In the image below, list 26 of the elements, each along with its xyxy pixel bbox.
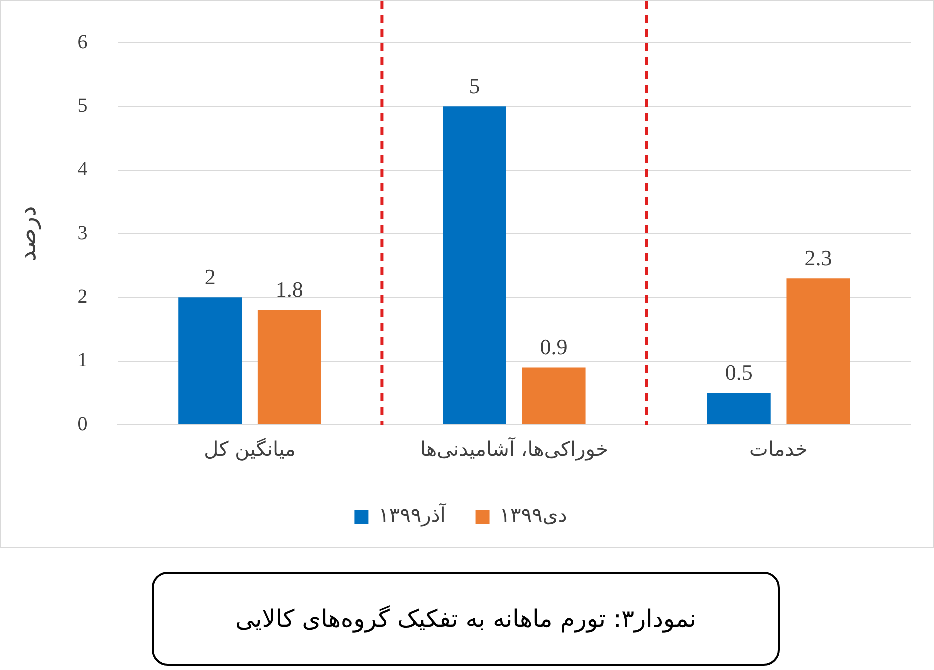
- bar: [178, 298, 242, 424]
- data-label: 5: [469, 73, 480, 98]
- data-label: 2.3: [804, 245, 832, 270]
- y-tick-label: 0: [78, 413, 88, 436]
- y-tick-label: 1: [78, 350, 88, 372]
- y-tick-label: 2: [78, 286, 88, 308]
- bar: [258, 310, 322, 424]
- y-tick-label: 3: [78, 222, 88, 244]
- x-tick-label: خدمات: [750, 437, 808, 462]
- y-tick-label: 5: [78, 94, 88, 117]
- bar: [786, 278, 850, 424]
- data-label: 0.9: [540, 334, 568, 360]
- y-tick-label: 4: [78, 158, 88, 181]
- x-tick-label: خوراکی‌ها، آشامیدنی‌ها: [420, 437, 608, 462]
- bar: [522, 368, 586, 424]
- data-label: 1.8: [276, 277, 304, 302]
- bar: [443, 106, 506, 424]
- text: نمودار۳: تورم ماهانه به تفکیک گروه‌های کالایی: [152, 572, 780, 666]
- legend-label: دی۱۳۹۹: [500, 503, 568, 528]
- y-axis-title: درصد: [14, 206, 42, 262]
- legend-label: آذر۱۳۹۹: [378, 503, 448, 528]
- bar: [707, 393, 771, 424]
- x-tick-label: میانگین کل: [204, 437, 296, 462]
- data-label: 0.5: [725, 360, 753, 385]
- y-tick-label: 6: [78, 31, 88, 54]
- data-label: 2: [204, 264, 216, 290]
